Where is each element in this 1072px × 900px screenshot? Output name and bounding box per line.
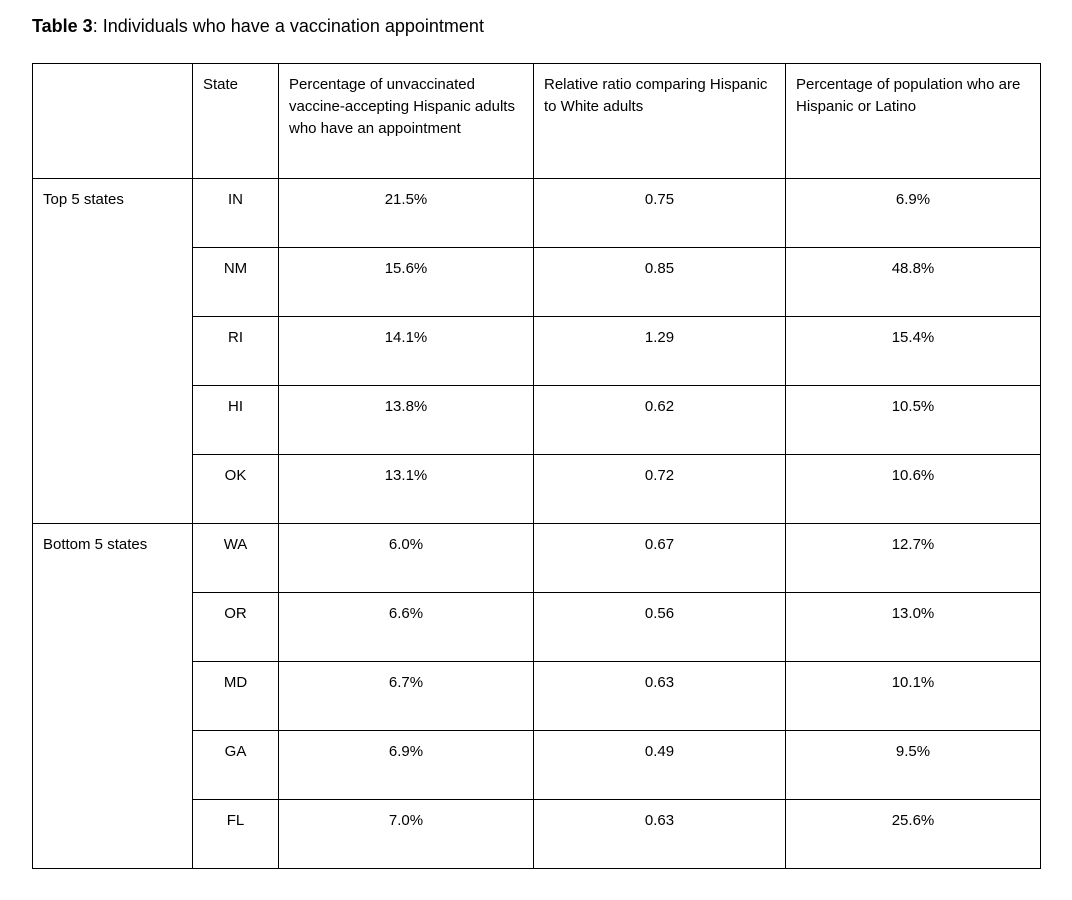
table-row: OK 13.1% 0.72 10.6% (33, 454, 1041, 524)
relative-ratio-cell: 0.85 (533, 247, 786, 317)
state-cell: MD (192, 661, 279, 731)
relative-ratio-cell: 1.29 (533, 316, 786, 386)
pct-appointment-cell: 6.7% (278, 661, 534, 731)
pct-appointment-cell: 6.6% (278, 592, 534, 662)
pct-hispanic-cell: 9.5% (785, 730, 1041, 800)
table-row: MD 6.7% 0.63 10.1% (33, 661, 1041, 731)
header-row: State Percentage of unvaccinated vaccine… (32, 63, 1041, 179)
header-empty (32, 63, 193, 179)
pct-appointment-cell: 15.6% (278, 247, 534, 317)
state-cell: HI (192, 385, 279, 455)
state-cell: FL (192, 799, 279, 869)
table-row: Top 5 states IN 21.5% 0.75 6.9% (32, 178, 1041, 524)
table-row: HI 13.8% 0.62 10.5% (33, 385, 1041, 455)
pct-appointment-cell: 14.1% (278, 316, 534, 386)
state-cell: OR (192, 592, 279, 662)
vaccination-appointment-table: State Percentage of unvaccinated vaccine… (32, 63, 1041, 869)
state-cell: OK (192, 454, 279, 524)
relative-ratio-cell: 0.75 (533, 178, 786, 248)
header-pct-hispanic: Percentage of population who are Hispani… (785, 63, 1041, 179)
table-row: GA 6.9% 0.49 9.5% (33, 730, 1041, 800)
relative-ratio-cell: 0.63 (533, 661, 786, 731)
table-caption-text: : Individuals who have a vaccination app… (92, 16, 484, 36)
state-cell: RI (192, 316, 279, 386)
table-row: OR 6.6% 0.56 13.0% (33, 592, 1041, 662)
relative-ratio-cell: 0.62 (533, 385, 786, 455)
group-label-top5: Top 5 states (32, 178, 193, 524)
table-row: RI 14.1% 1.29 15.4% (33, 316, 1041, 386)
pct-appointment-cell: 21.5% (278, 178, 534, 248)
relative-ratio-cell: 0.49 (533, 730, 786, 800)
table-row: Bottom 5 states WA 6.0% 0.67 12.7% (32, 523, 1041, 869)
pct-hispanic-cell: 25.6% (785, 799, 1041, 869)
pct-hispanic-cell: 10.6% (785, 454, 1041, 524)
pct-appointment-cell: 6.9% (278, 730, 534, 800)
state-cell: WA (192, 523, 279, 593)
pct-appointment-cell: 13.8% (278, 385, 534, 455)
pct-hispanic-cell: 13.0% (785, 592, 1041, 662)
header-state: State (192, 63, 279, 179)
relative-ratio-cell: 0.72 (533, 454, 786, 524)
table-row: NM 15.6% 0.85 48.8% (33, 247, 1041, 317)
pct-hispanic-cell: 12.7% (785, 523, 1041, 593)
header-pct-appointment: Percentage of unvaccinated vaccine-accep… (278, 63, 534, 179)
relative-ratio-cell: 0.63 (533, 799, 786, 869)
pct-hispanic-cell: 6.9% (785, 178, 1041, 248)
group-label-bottom5: Bottom 5 states (32, 523, 193, 869)
pct-hispanic-cell: 10.5% (785, 385, 1041, 455)
state-cell: NM (192, 247, 279, 317)
state-cell: GA (192, 730, 279, 800)
table-row: FL 7.0% 0.63 25.6% (33, 799, 1041, 869)
table-caption-label: Table 3 (32, 16, 93, 36)
pct-appointment-cell: 13.1% (278, 454, 534, 524)
pct-hispanic-cell: 10.1% (785, 661, 1041, 731)
pct-hispanic-cell: 48.8% (785, 247, 1041, 317)
state-cell: IN (192, 178, 279, 248)
pct-appointment-cell: 6.0% (278, 523, 534, 593)
header-relative-ratio: Relative ratio comparing Hispanic to Whi… (533, 63, 786, 179)
pct-appointment-cell: 7.0% (278, 799, 534, 869)
relative-ratio-cell: 0.67 (533, 523, 786, 593)
relative-ratio-cell: 0.56 (533, 592, 786, 662)
table-caption: Table 3: Individuals who have a vaccinat… (32, 14, 484, 38)
pct-hispanic-cell: 15.4% (785, 316, 1041, 386)
